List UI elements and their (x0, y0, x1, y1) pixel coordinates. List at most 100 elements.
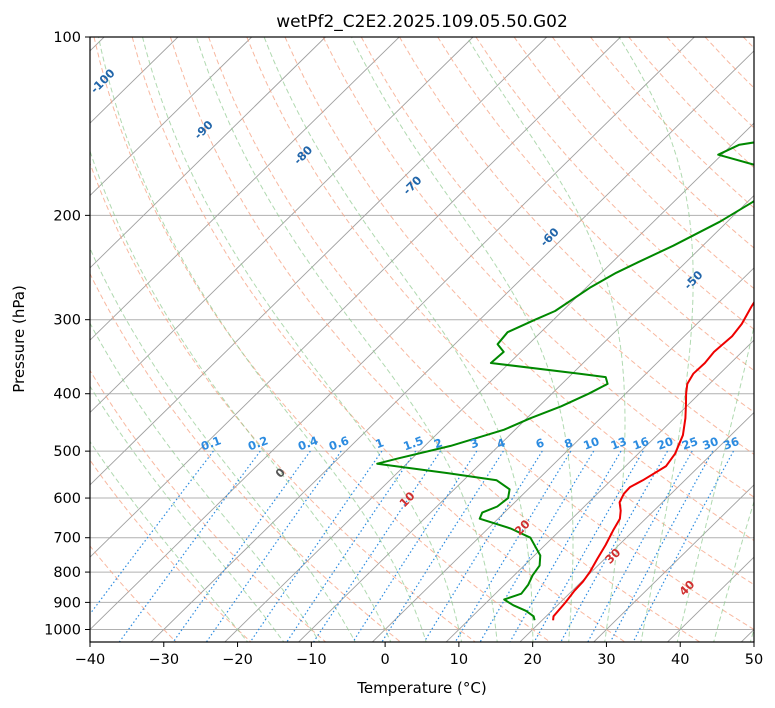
mixing-ratio-line (423, 450, 543, 642)
isotherm-line (224, 122, 754, 642)
moist-adiabat-label: 30 (602, 545, 623, 566)
dry-adiabat-line (208, 37, 754, 631)
x-tick-label: −20 (222, 652, 253, 668)
x-tick-label: 20 (523, 652, 541, 668)
mixing-ratio-label: 10 (581, 434, 601, 453)
isotherm-line (593, 484, 754, 642)
dry-adiabat-line (131, 37, 626, 642)
x-tick-label: −10 (296, 652, 327, 668)
y-tick-label: 600 (53, 491, 81, 507)
x-tick-label: 10 (450, 652, 468, 668)
mixing-ratio-label: 4 (495, 435, 507, 451)
dry-adiabat-line (246, 37, 754, 586)
moist-adiabat-line (90, 247, 356, 642)
isotherm-line (519, 411, 754, 642)
x-axis-label: Temperature (°C) (356, 679, 486, 697)
isotherm-line (150, 50, 754, 642)
dry-adiabat-line (90, 459, 252, 642)
dry-adiabat-label: -50 (681, 268, 706, 293)
dry-adiabat-line (322, 37, 754, 498)
dry-adiabat-line (90, 272, 402, 642)
mixing-ratio-label: 0.6 (327, 433, 351, 453)
x-tick-label: −40 (75, 652, 106, 668)
moist-adiabat-line (142, 37, 463, 642)
x-tick-label: 30 (597, 652, 615, 668)
x-tick-label: 0 (380, 652, 389, 668)
moist-adiabat-line (90, 385, 285, 642)
dry-adiabat-line (704, 37, 754, 89)
x-tick-label: 50 (745, 652, 763, 668)
dry-adiabat-line (93, 37, 551, 642)
isotherm-line (90, 37, 474, 414)
dry-adiabat-line (90, 545, 177, 642)
mixing-ratio-label: 0.1 (199, 433, 223, 453)
dry-adiabat-line (513, 37, 754, 290)
mixing-ratio-label: 16 (631, 434, 651, 453)
isotherm-line (371, 267, 754, 642)
mixing-ratio-line (352, 450, 478, 642)
dry-adiabat-line (284, 37, 754, 542)
mixing-ratio-label: 8 (562, 435, 574, 451)
isotherm-line (666, 556, 754, 642)
x-tick-label: 40 (671, 652, 689, 668)
mixing-ratio-line (205, 450, 342, 642)
mixing-ratio-label: 13 (609, 434, 629, 453)
isotherm-line (90, 37, 621, 558)
mixing-ratio-line (509, 450, 622, 642)
moist-adiabat-line (98, 37, 427, 642)
dry-adiabat-line (399, 37, 754, 413)
chart-title: wetPf2_C2E2.2025.109.05.50.G02 (276, 12, 568, 32)
mixing-ratio-line (312, 450, 441, 642)
mixing-ratio-label: 30 (700, 434, 720, 453)
moist-adiabat-line (263, 37, 534, 642)
mixing-ratio-line (609, 450, 714, 642)
mixing-ratio-label: 0.2 (246, 433, 270, 453)
mixing-ratio-label: 1 (373, 435, 385, 451)
mixing-ratio-label: 20 (655, 434, 675, 453)
mixing-ratio-label: 0.4 (296, 433, 320, 453)
isotherm-line (90, 37, 326, 269)
y-tick-label: 200 (53, 208, 81, 224)
mixing-ratio-line (90, 450, 214, 616)
dry-adiabat-line (666, 37, 754, 129)
isotherm-line (740, 628, 754, 642)
y-tick-label: 700 (53, 531, 81, 547)
isotherm-line (297, 194, 754, 642)
plot-frame (89, 36, 755, 643)
profile-lines (376, 141, 754, 621)
dry-adiabat-line (90, 161, 477, 642)
y-tick-label: 800 (53, 565, 81, 581)
dry-adiabat-line (475, 37, 754, 330)
dry-adiabat-label: -90 (191, 118, 216, 143)
dry-adiabat-label: -80 (291, 143, 316, 168)
moist-adiabat-label: 0 (272, 465, 288, 481)
mixing-ratio-label: 36 (721, 434, 741, 453)
moist-adiabat-line (90, 149, 392, 642)
moist-adiabat-line (351, 37, 574, 642)
dry-adiabat-line (742, 37, 754, 49)
isotherm-line (90, 37, 548, 486)
moist-adiabat-line (466, 37, 626, 642)
isotherm-line (90, 37, 695, 631)
moist-adiabat-line (713, 499, 754, 642)
moist-adiabat-line (195, 37, 498, 642)
y-tick-label: 1000 (44, 623, 81, 639)
mixing-ratio-line (249, 450, 383, 642)
y-tick-label: 400 (53, 387, 81, 403)
y-tick-label: 900 (53, 595, 81, 611)
mixing-ratio-label: 6 (534, 435, 546, 451)
mixing-ratio-line (587, 450, 693, 642)
mixing-ratio-line (533, 450, 644, 642)
y-tick-label: 500 (53, 444, 81, 460)
mixing-ratio-line (172, 450, 311, 642)
dry-adiabat-label: -100 (87, 66, 117, 96)
moist-adiabat-label: 10 (396, 489, 417, 510)
background-lines (90, 37, 754, 642)
mixing-ratio-line (286, 450, 417, 642)
adiabat-labels: -100-90-80-70-60-50-40-30-20-10010203040… (87, 66, 741, 599)
moist-adiabat-line (676, 324, 754, 642)
y-tick-label: 100 (53, 30, 81, 46)
dry-adiabat-line (360, 37, 754, 455)
